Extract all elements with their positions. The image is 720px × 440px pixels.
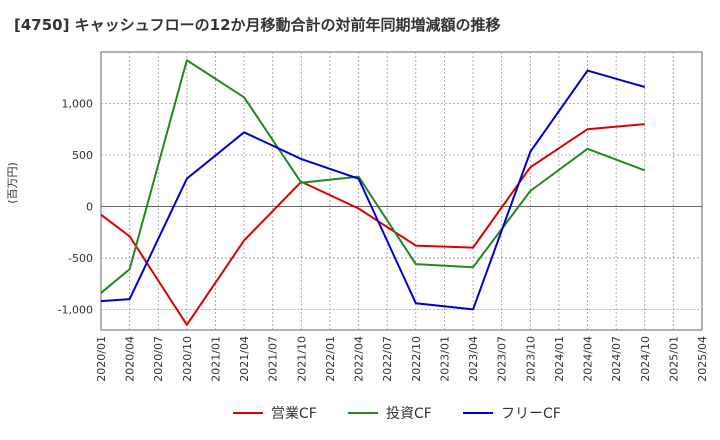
y-tick-label: 0 xyxy=(86,200,93,213)
x-tick-label: 2024/07 xyxy=(610,336,623,382)
x-tick-label: 2021/07 xyxy=(267,336,280,382)
x-tick-label: 2023/04 xyxy=(467,336,480,382)
series-layer xyxy=(100,59,646,326)
legend-label: 投資CF xyxy=(386,406,432,422)
y-tick-label: -1,000 xyxy=(58,303,93,316)
x-tick-label: 2024/04 xyxy=(582,336,595,382)
series-line-2 xyxy=(100,59,646,294)
plot-frame xyxy=(100,51,703,331)
x-tick-label: 2022/07 xyxy=(381,336,394,382)
x-tick-label: 2022/01 xyxy=(324,336,337,382)
y-tick-label: -500 xyxy=(68,252,93,265)
y-axis-label: (百万円) xyxy=(6,162,19,204)
legend: 営業CF 投資CF フリーCF xyxy=(233,406,561,422)
x-tick-label: 2025/04 xyxy=(696,336,709,382)
y-tick-label: 1,000 xyxy=(62,97,94,110)
legend-label: 営業CF xyxy=(271,406,317,422)
grid-layer xyxy=(100,51,703,331)
x-tick-label: 2024/10 xyxy=(639,336,652,382)
x-tick-label: 2021/10 xyxy=(295,336,308,382)
x-tick-label: 2020/04 xyxy=(124,336,137,382)
x-tick-label: 2020/10 xyxy=(181,336,194,382)
axis-layer: -1,000 -500 0 500 1,000 2020/01 2020/04 2020/07… xyxy=(6,97,709,381)
x-tick-label: 2023/01 xyxy=(438,336,451,382)
legend-label: フリーCF xyxy=(501,406,561,422)
x-tick-label: 2021/04 xyxy=(238,336,251,382)
x-tick-label: 2022/04 xyxy=(353,336,366,382)
series-line-3 xyxy=(100,69,646,311)
x-tick-label: 2021/01 xyxy=(209,336,222,382)
x-tick-label: 2022/10 xyxy=(410,336,423,382)
y-tick-label: 500 xyxy=(72,149,93,162)
x-tick-label: 2023/10 xyxy=(524,336,537,382)
x-tick-label: 2025/01 xyxy=(667,336,680,382)
x-tick-label: 2020/01 xyxy=(95,336,108,382)
chart-title: [4750] キャッシュフローの12か月移動合計の対前年同期増減額の推移 xyxy=(14,16,501,34)
x-tick-label: 2023/07 xyxy=(496,336,509,382)
x-tick-label: 2020/07 xyxy=(152,336,165,382)
x-tick-label: 2024/01 xyxy=(553,336,566,382)
series-line-1 xyxy=(100,123,645,326)
